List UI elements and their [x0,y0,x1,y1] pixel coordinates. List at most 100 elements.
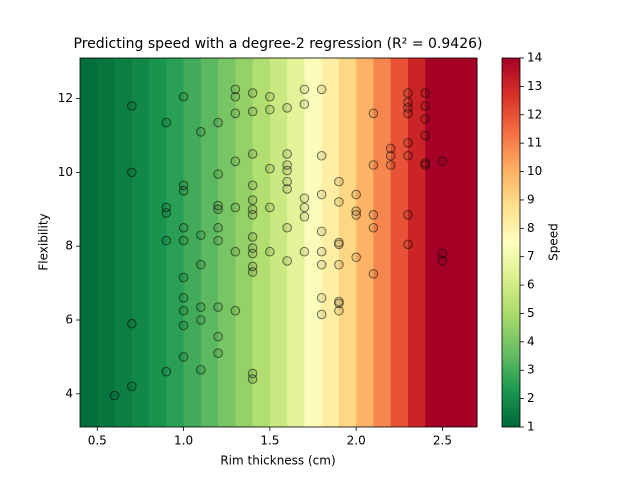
data-point [334,305,344,316]
data-point [368,210,379,220]
data-point [316,293,327,303]
data-point [385,160,396,170]
data-point [230,84,241,95]
data-point [230,305,241,316]
colorbar-tick-label: 14 [527,51,542,65]
data-point [178,293,189,303]
colorbar-tick-label: 9 [527,192,535,206]
data-point [161,235,172,246]
colorbar-label: Speed [547,223,561,261]
data-point [126,381,137,392]
data-point [403,88,413,98]
data-point [213,169,223,180]
x-axis-label: Rim thickness (cm) [220,454,335,468]
heatmap-band [149,58,167,427]
data-point [265,104,275,115]
data-point [265,163,275,174]
data-point [247,368,258,379]
data-point [161,117,172,128]
data-point [437,248,448,259]
data-point [403,210,413,220]
heatmap-band [442,58,461,427]
data-point [299,211,310,222]
data-point [316,226,327,237]
data-point [316,150,327,161]
data-point [213,331,223,342]
y-tick-label: 6 [65,312,73,326]
y-tick-label: 4 [65,386,73,400]
heatmap-band [390,58,409,427]
heatmap-band [80,58,98,427]
data-point [437,156,448,167]
colorbar-tick-label: 3 [527,363,535,377]
data-point [213,117,223,128]
data-point [265,202,275,213]
data-point [368,108,379,119]
colorbar-tick-label: 6 [527,278,535,292]
heatmap-band [269,58,288,427]
data-point [178,91,189,102]
data-point [403,150,413,161]
data-point [385,150,396,161]
heatmap-band [321,58,340,427]
colorbar-tick-label: 2 [527,391,535,405]
colorbar-tick-label: 13 [527,79,542,93]
chart-title: Predicting speed with a degree-2 regress… [74,36,483,52]
data-point [178,222,189,233]
heatmap-band [407,58,426,427]
data-point [213,348,223,359]
data-point [368,269,379,279]
data-point [213,302,223,312]
y-axis-label: Flexibility [37,213,51,270]
data-point [351,206,361,216]
data-point [247,106,258,117]
data-point [316,189,327,200]
colorbar-tick-label: 1 [527,420,535,434]
heatmap-band [218,58,236,427]
plot-frame [79,57,478,428]
data-point [247,243,258,253]
data-point [178,180,189,191]
data-point [420,88,431,98]
data-point [247,149,258,159]
heatmap-band [166,58,185,427]
data-point [230,202,241,213]
data-point [299,84,310,95]
data-point [351,252,361,263]
colorbar-tick-label: 12 [527,107,542,121]
data-point [282,149,292,159]
data-point [368,160,379,170]
heatmap-band [97,58,116,427]
data-point [196,259,206,270]
heatmap-band [287,58,305,427]
data-point [282,222,292,233]
data-point [247,195,258,205]
data-point [178,352,189,362]
data-point [247,88,258,98]
colorbar-tick-label: 11 [527,136,542,150]
colorbar-tick-label: 4 [527,334,535,348]
data-point [196,230,206,240]
data-point [334,176,344,187]
data-point [126,318,137,329]
heatmap-band [459,58,478,427]
data-point [161,366,172,377]
data-point [334,259,344,270]
data-point [282,256,292,266]
data-point [368,222,379,233]
colorbar-tick-label: 7 [527,249,535,263]
data-point [316,246,327,257]
data-point [265,91,275,102]
data-point [403,138,413,148]
data-point [282,184,292,194]
data-point [403,239,413,250]
data-point [351,210,361,220]
data-point [316,259,327,270]
data-point [282,176,292,187]
data-point [196,365,206,375]
data-point [230,156,241,167]
heatmap [80,58,478,427]
data-point [420,101,431,111]
data-point [420,114,431,124]
